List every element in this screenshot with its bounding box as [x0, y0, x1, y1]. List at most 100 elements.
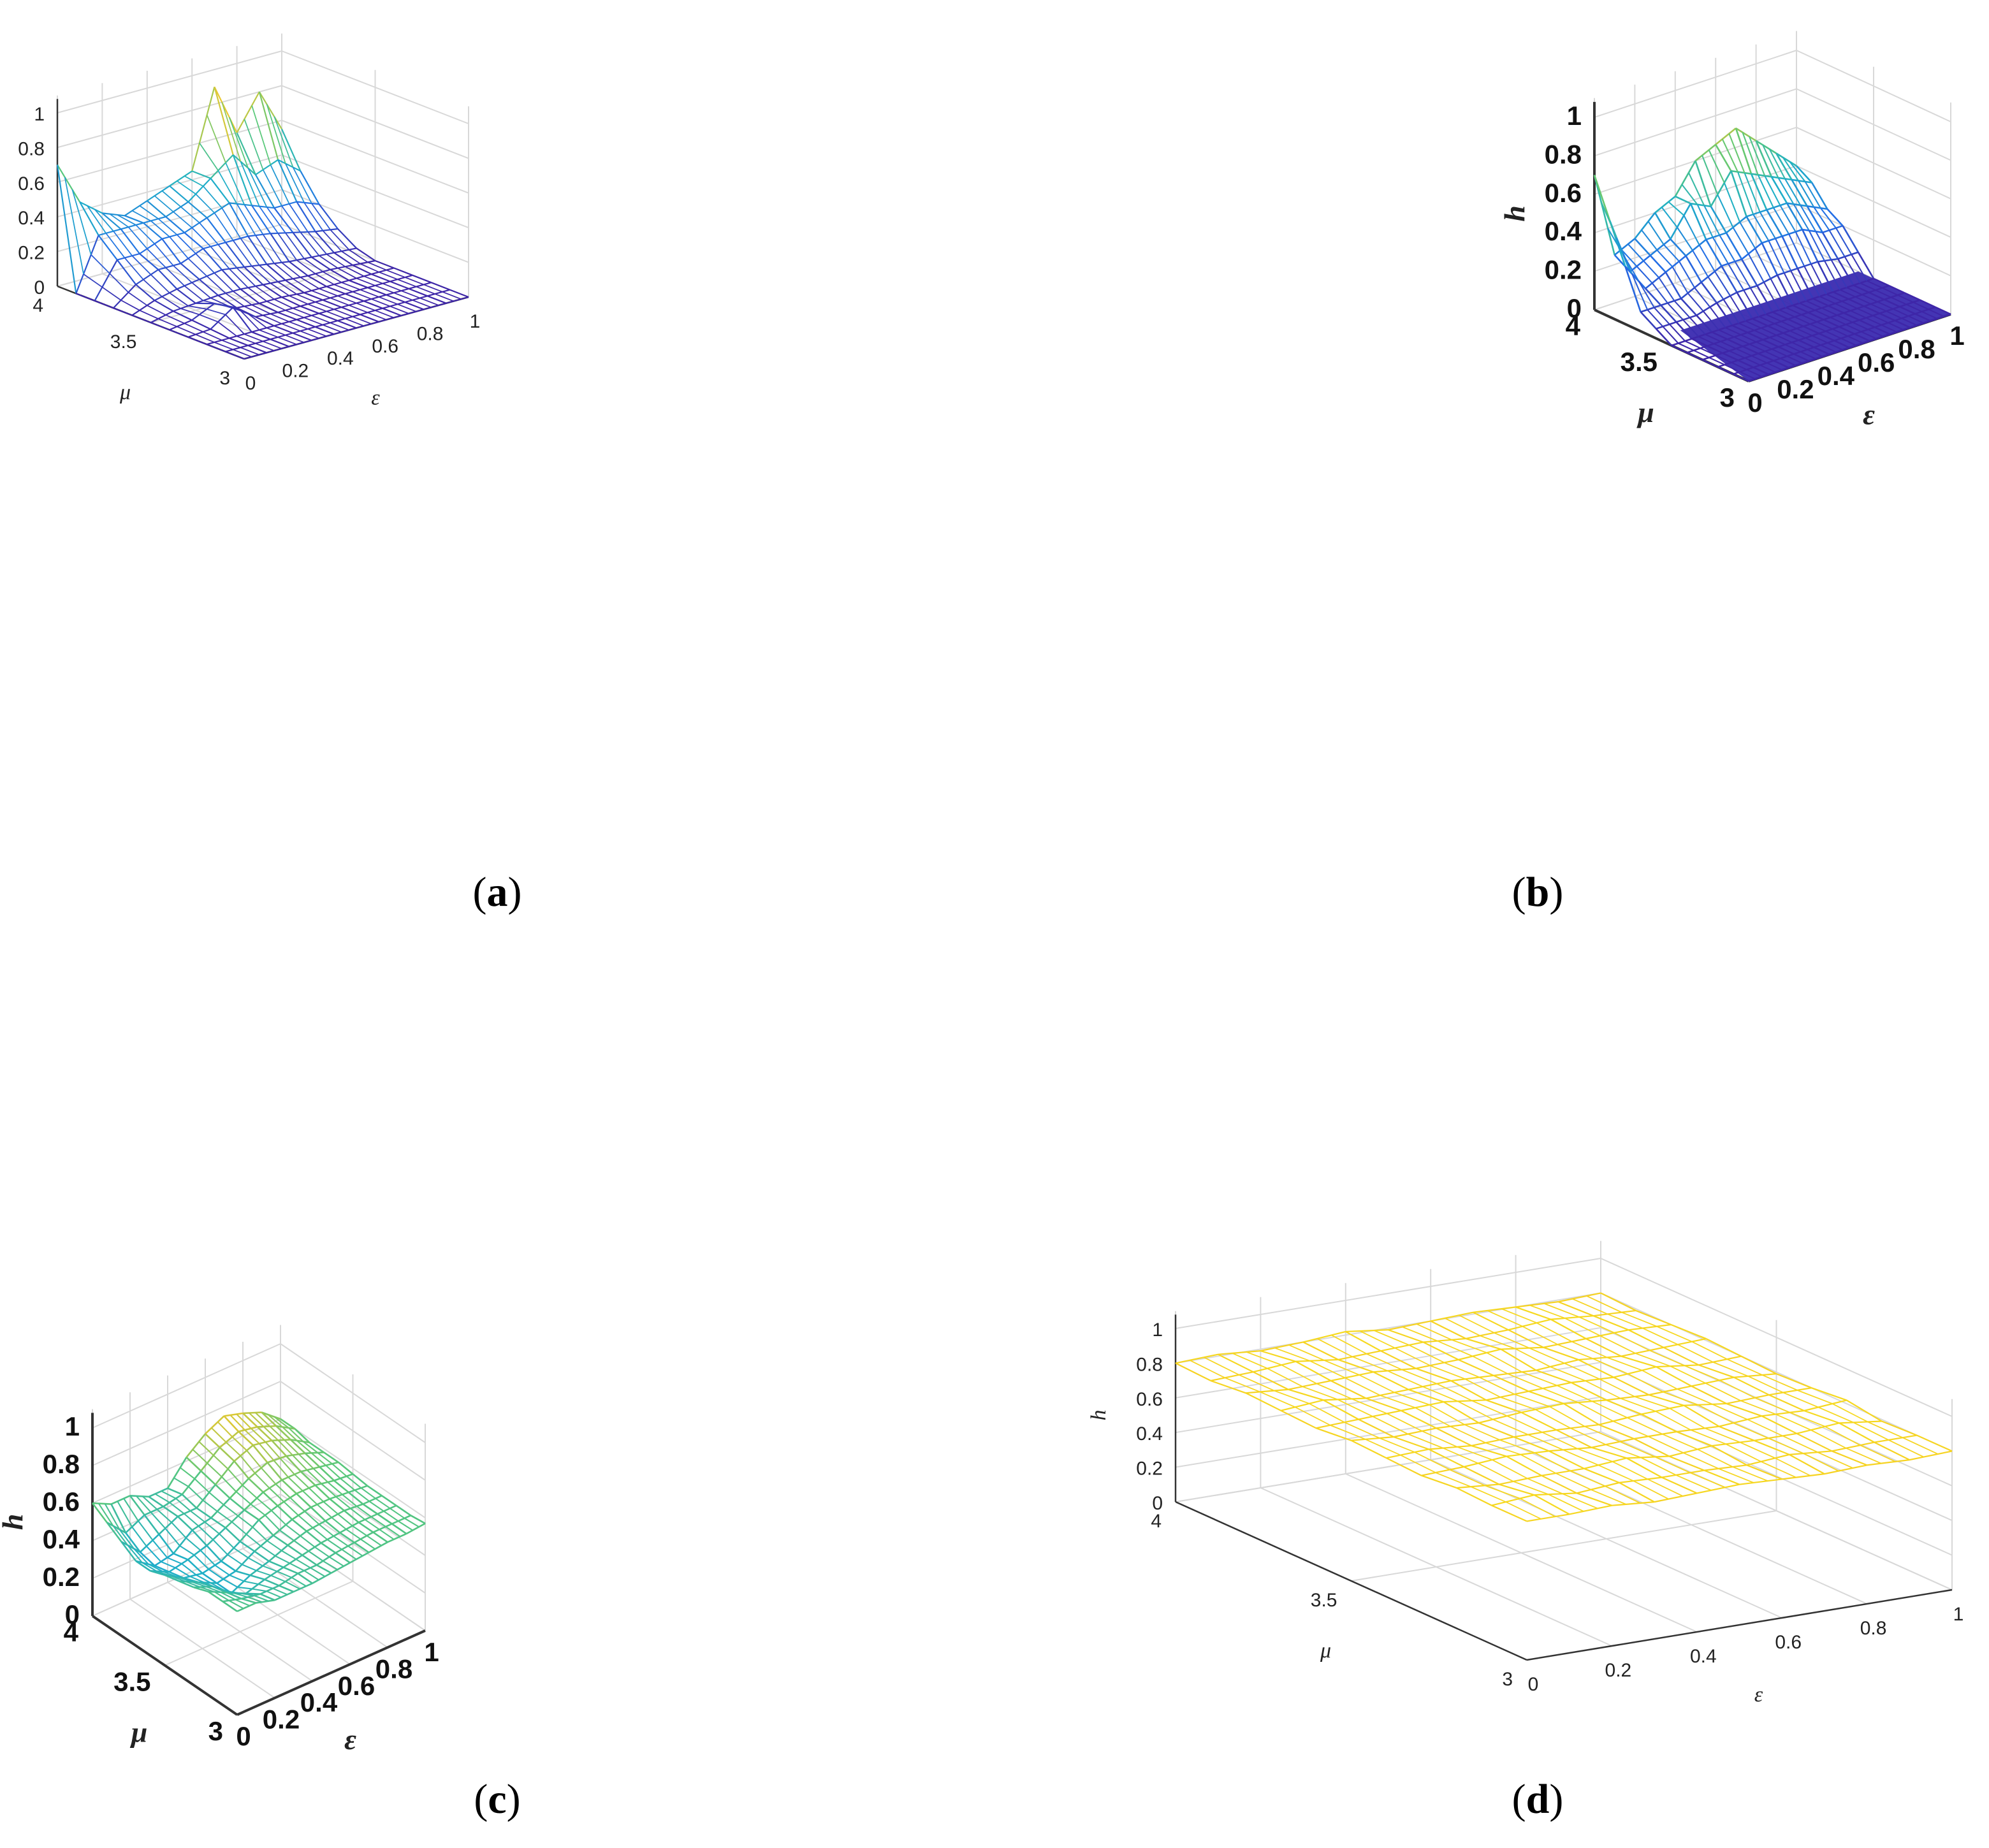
mesh-line: [251, 331, 271, 340]
mesh-line: [1562, 1493, 1598, 1510]
mesh-line: [323, 293, 346, 301]
mesh-line: [1873, 277, 1890, 287]
mesh-line: [296, 1484, 316, 1495]
z-tick-label: 0.2: [1545, 255, 1582, 285]
mesh-line: [1421, 1466, 1464, 1476]
mesh-line: [240, 288, 260, 304]
mesh-line: [127, 1545, 143, 1563]
mesh-line: [1443, 1399, 1487, 1403]
mesh-line: [1796, 165, 1813, 184]
mesh-line: [1775, 152, 1793, 180]
mesh-line: [1337, 1350, 1381, 1360]
mesh-line: [1373, 1371, 1409, 1390]
mesh-line: [1733, 367, 1754, 375]
mesh-line: [135, 269, 159, 286]
mesh-line: [186, 1433, 207, 1458]
mesh-line: [281, 205, 301, 233]
mesh-line: [1577, 1448, 1613, 1462]
mesh-line: [1710, 170, 1732, 207]
mesh-line: [282, 1426, 298, 1441]
mesh-line: [1506, 1450, 1549, 1457]
mesh-line: [1667, 302, 1684, 321]
mesh-line: [1776, 274, 1794, 306]
mesh-line: [113, 284, 136, 309]
mesh-line: [1754, 248, 1772, 279]
mesh-line: [285, 275, 309, 281]
mesh-line: [1892, 308, 1909, 317]
eps-axis-label: ε: [1754, 1683, 1763, 1706]
mesh-line: [328, 1556, 344, 1567]
mesh-line: [255, 159, 279, 175]
mesh-line: [203, 186, 222, 208]
mesh-line: [1445, 1318, 1480, 1337]
mesh-line: [1661, 207, 1678, 228]
mesh-line: [270, 164, 290, 205]
mesh-line: [1751, 355, 1768, 364]
mesh-line: [1851, 254, 1868, 282]
mesh-line: [169, 329, 189, 338]
mesh-line: [1786, 202, 1807, 207]
mesh-line: [225, 242, 245, 268]
mesh-line: [259, 1593, 275, 1601]
mesh-line: [1763, 332, 1784, 341]
mesh-line: [175, 1567, 191, 1577]
mesh-line: [235, 1491, 251, 1505]
mesh-line: [1731, 361, 1747, 370]
mesh-line: [1773, 353, 1795, 362]
mesh-line: [434, 293, 454, 302]
mesh-line: [1814, 309, 1831, 318]
mesh-line: [1557, 1385, 1592, 1402]
mesh-line: [1788, 360, 1810, 369]
mesh-line: [1740, 1441, 1775, 1459]
z-tick-label: 0.4: [1545, 216, 1582, 246]
mesh-line: [1295, 1358, 1339, 1362]
mesh-line: [333, 1473, 353, 1481]
mesh-line: [292, 278, 312, 291]
mesh-line: [191, 1581, 207, 1588]
mesh-line: [296, 312, 319, 321]
mesh-line: [1655, 328, 1672, 346]
mesh-line: [367, 1485, 382, 1497]
mesh-line: [1770, 278, 1787, 308]
mesh-line: [377, 1513, 393, 1525]
mesh-line: [204, 1521, 220, 1534]
mesh-line: [277, 281, 297, 295]
mesh-line: [1550, 1315, 1594, 1320]
mesh-line: [236, 91, 260, 133]
mesh-line: [1754, 1432, 1797, 1441]
mesh-line: [266, 327, 286, 336]
mesh-line: [1493, 1369, 1536, 1376]
mesh-line: [367, 287, 387, 296]
mesh-line: [1694, 287, 1711, 308]
mesh-line: [1641, 1413, 1677, 1432]
mesh-line: [1752, 214, 1770, 242]
mesh-line: [1760, 327, 1777, 336]
mesh-line: [1669, 1445, 1712, 1457]
mesh-line: [1323, 1397, 1366, 1401]
mesh-line: [315, 326, 335, 335]
mesh-line: [1543, 1337, 1587, 1348]
mesh-line: [362, 1503, 378, 1515]
mesh-line: [266, 1462, 283, 1481]
mesh-line: [1683, 1404, 1720, 1427]
mesh-line: [1799, 302, 1816, 311]
mesh-line: [1771, 176, 1792, 181]
mesh-line: [1770, 176, 1788, 204]
mesh-line: [1854, 296, 1872, 305]
mesh-line: [395, 1504, 412, 1517]
mesh-line: [1613, 1376, 1649, 1396]
mesh-line: [254, 1595, 269, 1602]
mesh-line: [1628, 1329, 1665, 1348]
mesh-line: [140, 1533, 160, 1553]
mesh-line: [295, 1559, 311, 1569]
mesh-line: [356, 1506, 372, 1518]
mesh-line: [1528, 1390, 1564, 1404]
mesh-line: [1656, 1364, 1699, 1368]
mesh-line: [236, 132, 256, 175]
mesh-line: [270, 1575, 286, 1582]
mesh-line: [1726, 215, 1747, 234]
mesh-line: [316, 1564, 332, 1574]
mesh-line: [427, 295, 447, 304]
mesh-line: [139, 310, 159, 319]
mesh-line: [285, 1524, 301, 1537]
